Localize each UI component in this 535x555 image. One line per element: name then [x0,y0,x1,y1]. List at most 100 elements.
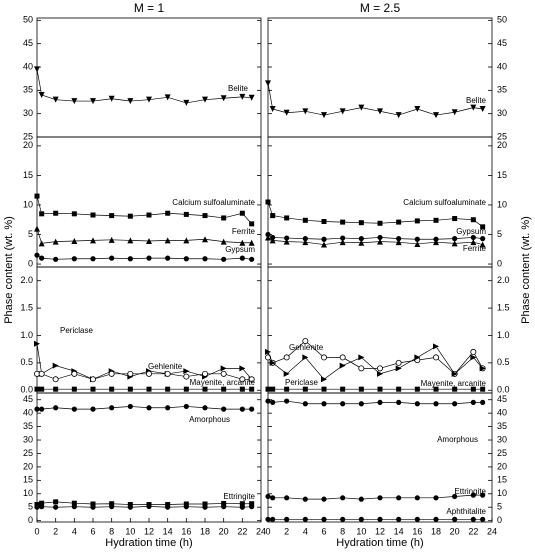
marker [90,376,97,383]
y-tick-label: 50 [23,15,33,25]
y-tick-label: 20 [497,461,507,471]
y-tick-label: 50 [497,15,507,25]
y-tick-label: 35 [23,85,33,95]
marker [34,406,40,412]
marker [248,376,255,383]
marker [90,406,96,412]
x-tick-label: 14 [394,526,404,536]
marker [452,386,458,392]
x-tick-label: 0 [265,526,270,536]
marker [302,496,308,502]
marker [470,399,476,406]
y-tick-label: 0.5 [497,357,510,367]
series-line [36,69,252,104]
marker [127,403,133,410]
x-tick-label: 2 [53,526,58,536]
y-tick-label: 10 [23,199,33,209]
marker [433,239,439,246]
y-tick-label: 45 [497,394,507,404]
marker [433,217,439,223]
marker [377,108,383,115]
series-label: Ferrite [232,227,256,236]
marker [249,504,255,510]
marker [480,224,486,230]
marker [283,354,290,361]
x-tick-label: 14 [163,526,173,536]
marker [302,217,308,223]
y-tick-label: 15 [497,170,507,180]
marker [39,504,45,510]
marker [249,406,255,412]
marker [269,237,276,244]
marker [377,386,383,392]
marker [165,255,171,261]
y-tick-label: 2.0 [497,275,510,285]
y-tick-label: 40 [497,408,507,418]
marker [414,401,420,407]
y-tick-label: 40 [497,61,507,71]
marker [284,516,290,522]
marker [90,98,96,105]
marker [377,238,383,245]
y-tick-label: 45 [497,38,507,48]
marker [265,386,271,392]
marker [395,365,402,372]
series-line [37,406,252,410]
marker [358,104,365,111]
marker [249,501,255,507]
marker [284,398,290,404]
x-axis-label: Hydration time (h) [336,537,423,549]
y-tick-label: 25 [497,448,507,458]
marker [127,256,133,262]
marker [183,237,190,244]
y-tick-label: 10 [497,488,507,498]
y-tick-label: 20 [497,140,507,150]
marker [109,504,115,510]
series-label: Gehlenite [289,343,324,352]
marker [53,504,59,510]
series-line [267,400,483,405]
marker [395,359,402,366]
marker [221,500,227,506]
marker [34,225,40,232]
marker [239,504,245,510]
marker [470,492,476,498]
x-tick-label: 24 [487,526,497,536]
x-tick-label: 16 [181,526,191,536]
marker [183,99,190,106]
marker [71,370,78,377]
y-tick-label: 10 [23,488,33,498]
marker [52,376,59,383]
x-tick-label: 16 [412,526,422,536]
series-label: Belite [466,96,487,105]
marker [165,502,171,508]
marker [127,386,133,392]
marker [358,220,364,226]
marker [127,504,133,510]
y-tick-label: 10 [497,199,507,209]
marker [108,236,115,243]
marker [109,501,115,507]
marker [321,376,327,383]
panel-title: M = 1 [134,1,165,15]
marker [220,370,227,377]
panel-title: M = 2.5 [360,1,401,15]
marker [248,94,255,101]
marker [433,343,439,350]
marker [249,221,255,227]
marker [433,516,439,522]
marker [321,516,327,522]
marker [202,405,208,411]
series-label: Ettringite [454,487,486,496]
marker [265,199,271,205]
marker [433,401,439,407]
y-tick-label: 25 [23,448,33,458]
marker [53,386,59,392]
marker [283,238,290,245]
marker [339,354,346,361]
series-label: Amorphous [189,415,230,424]
y-tick-label: 25 [497,131,507,141]
marker [302,239,309,246]
marker [239,386,245,392]
